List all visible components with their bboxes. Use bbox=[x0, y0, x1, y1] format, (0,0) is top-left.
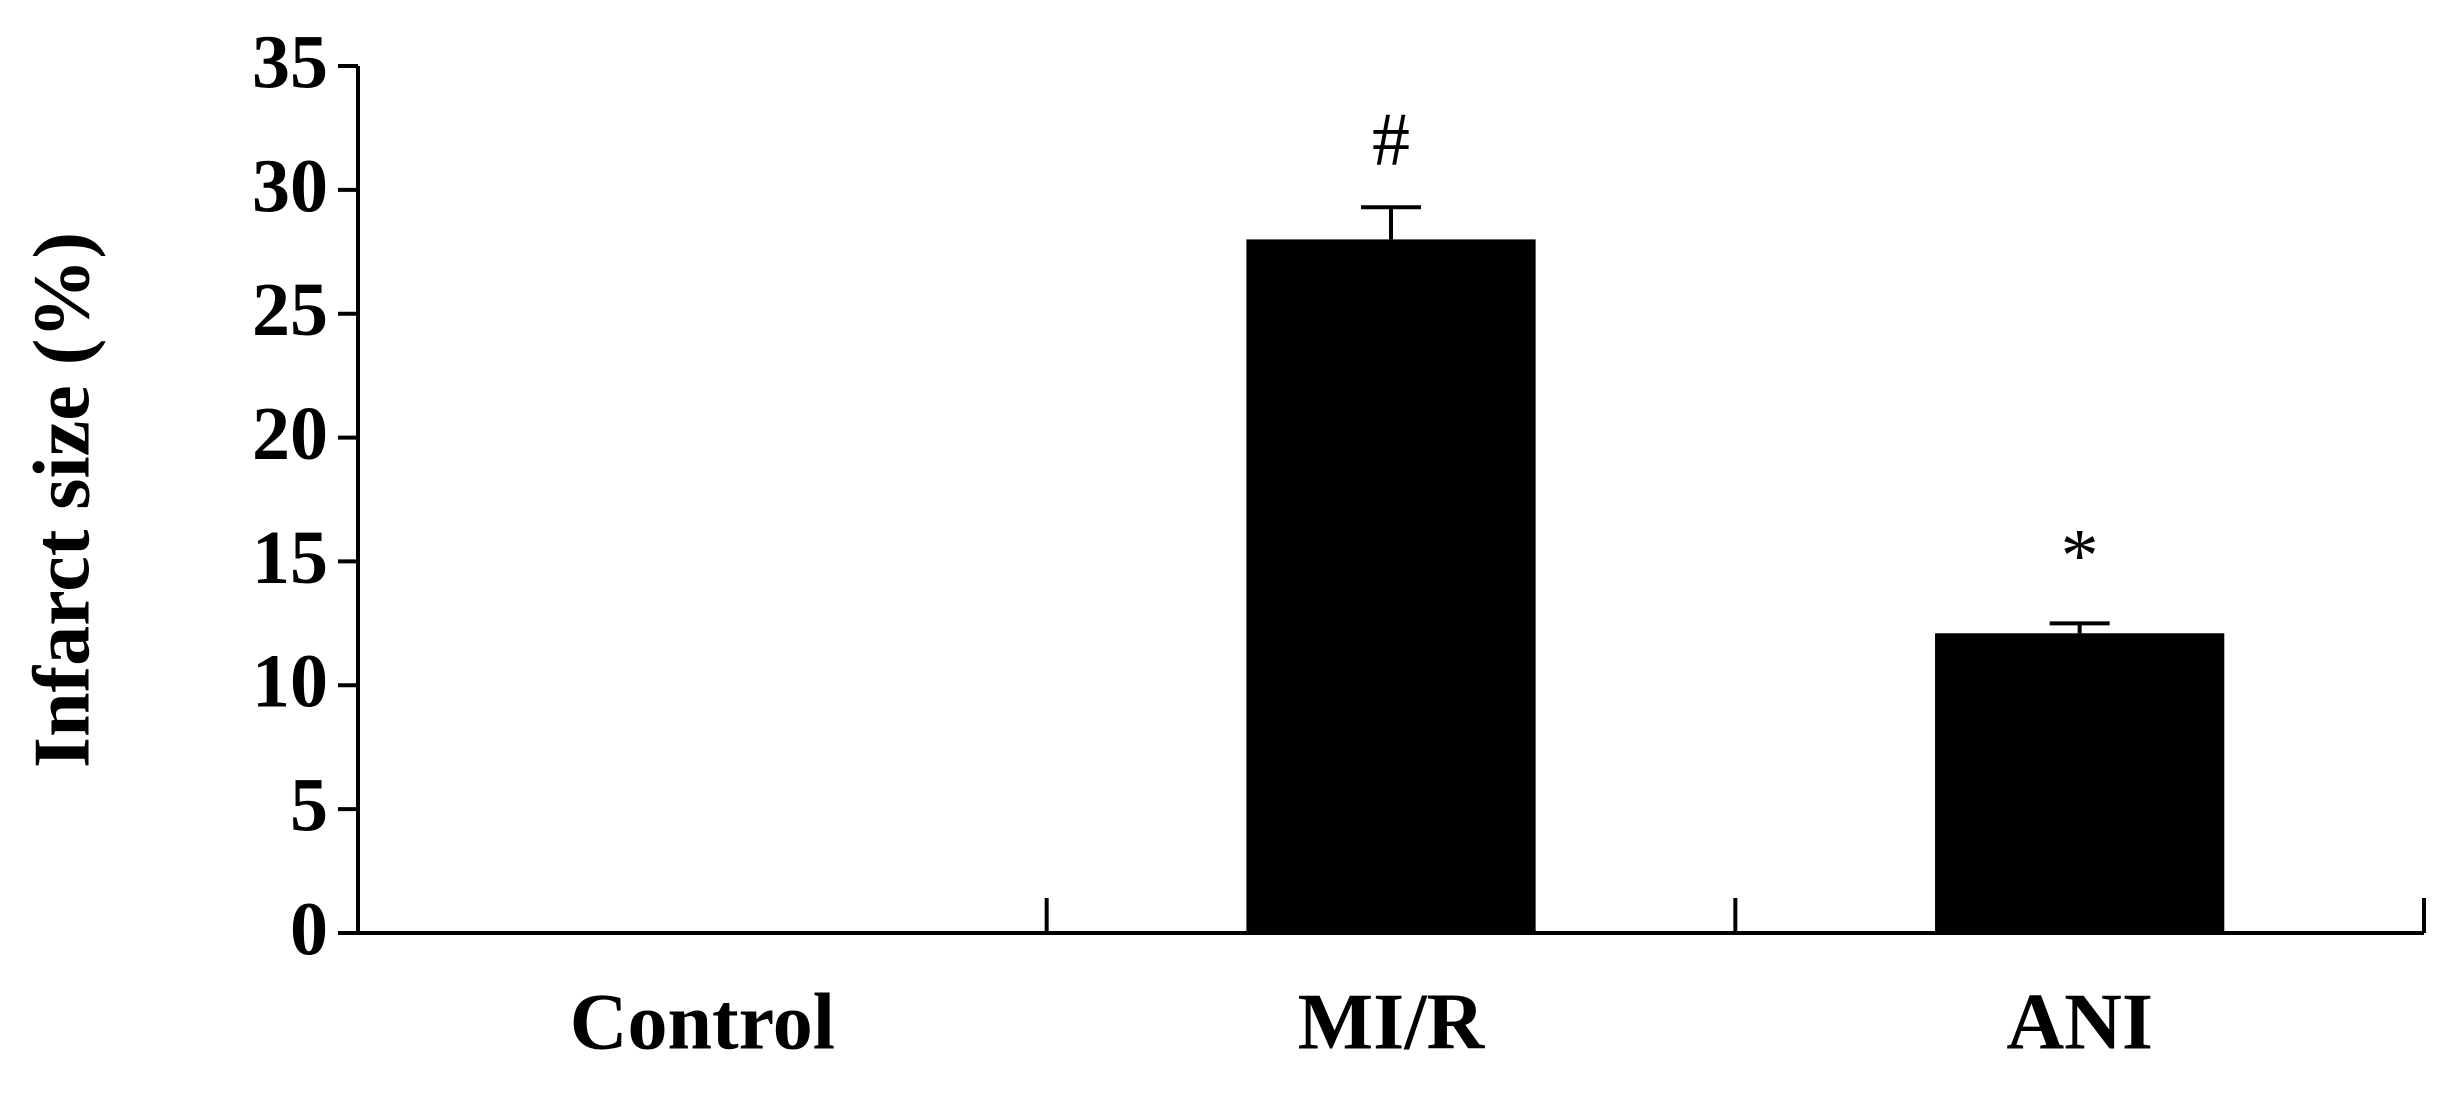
bar bbox=[1246, 239, 1536, 933]
y-tick-label: 0 bbox=[290, 887, 328, 971]
y-tick-label: 20 bbox=[252, 392, 328, 476]
x-tick-label: MI/R bbox=[1298, 978, 1486, 1066]
y-tick-label: 30 bbox=[252, 144, 328, 228]
y-tick-label: 15 bbox=[252, 516, 328, 600]
y-tick-label: 25 bbox=[252, 268, 328, 352]
y-axis-label: Infarct size (%) bbox=[18, 232, 106, 768]
bar bbox=[1935, 633, 2225, 933]
annotation: # bbox=[1372, 98, 1410, 182]
x-tick-label: Control bbox=[570, 978, 835, 1066]
y-tick-label: 5 bbox=[290, 764, 328, 848]
y-tick-label: 35 bbox=[252, 20, 328, 104]
annotation: * bbox=[2061, 514, 2099, 598]
y-tick-label: 10 bbox=[252, 640, 328, 724]
x-tick-label: ANI bbox=[2006, 978, 2153, 1066]
